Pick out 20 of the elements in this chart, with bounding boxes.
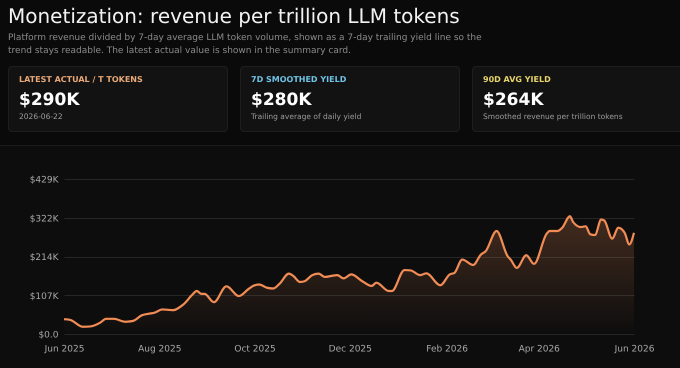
y-tick-label: $107K [30, 292, 60, 302]
text: 90D AVG YIELD [483, 75, 552, 84]
x-tick-label: Oct 2025 [234, 344, 276, 354]
x-tick-label: Aug 2025 [138, 344, 182, 354]
text: LATEST ACTUAL / T TOKENS [19, 75, 144, 84]
x-tick-label: Dec 2025 [328, 344, 372, 354]
y-tick-label: $322K [30, 214, 60, 224]
y-tick-label: $429K [30, 176, 60, 186]
chart-subtitle: Platform revenue divided by 7-day average LLM token volume, shown as a 7-day trailing yield line so the trend stays readable. The latest actual value is shown in the summary card. [8, 32, 483, 58]
y-tick-label: $214K [30, 253, 60, 263]
text: $280K [251, 90, 313, 110]
y-tick-label: $0.0 [38, 330, 59, 340]
x-tick-label: Apr 2026 [518, 344, 560, 354]
x-tick-label: Jun 2026 [614, 344, 655, 354]
text: $264K [483, 90, 545, 110]
x-tick-label: Jun 2025 [44, 344, 84, 354]
chart-title: Monetization: revenue per trillion LLM tokens [8, 4, 460, 28]
text: $290K [19, 90, 81, 110]
x-tick-label: Feb 2026 [426, 344, 468, 354]
text: 7D SMOOTHED YIELD [251, 75, 348, 84]
